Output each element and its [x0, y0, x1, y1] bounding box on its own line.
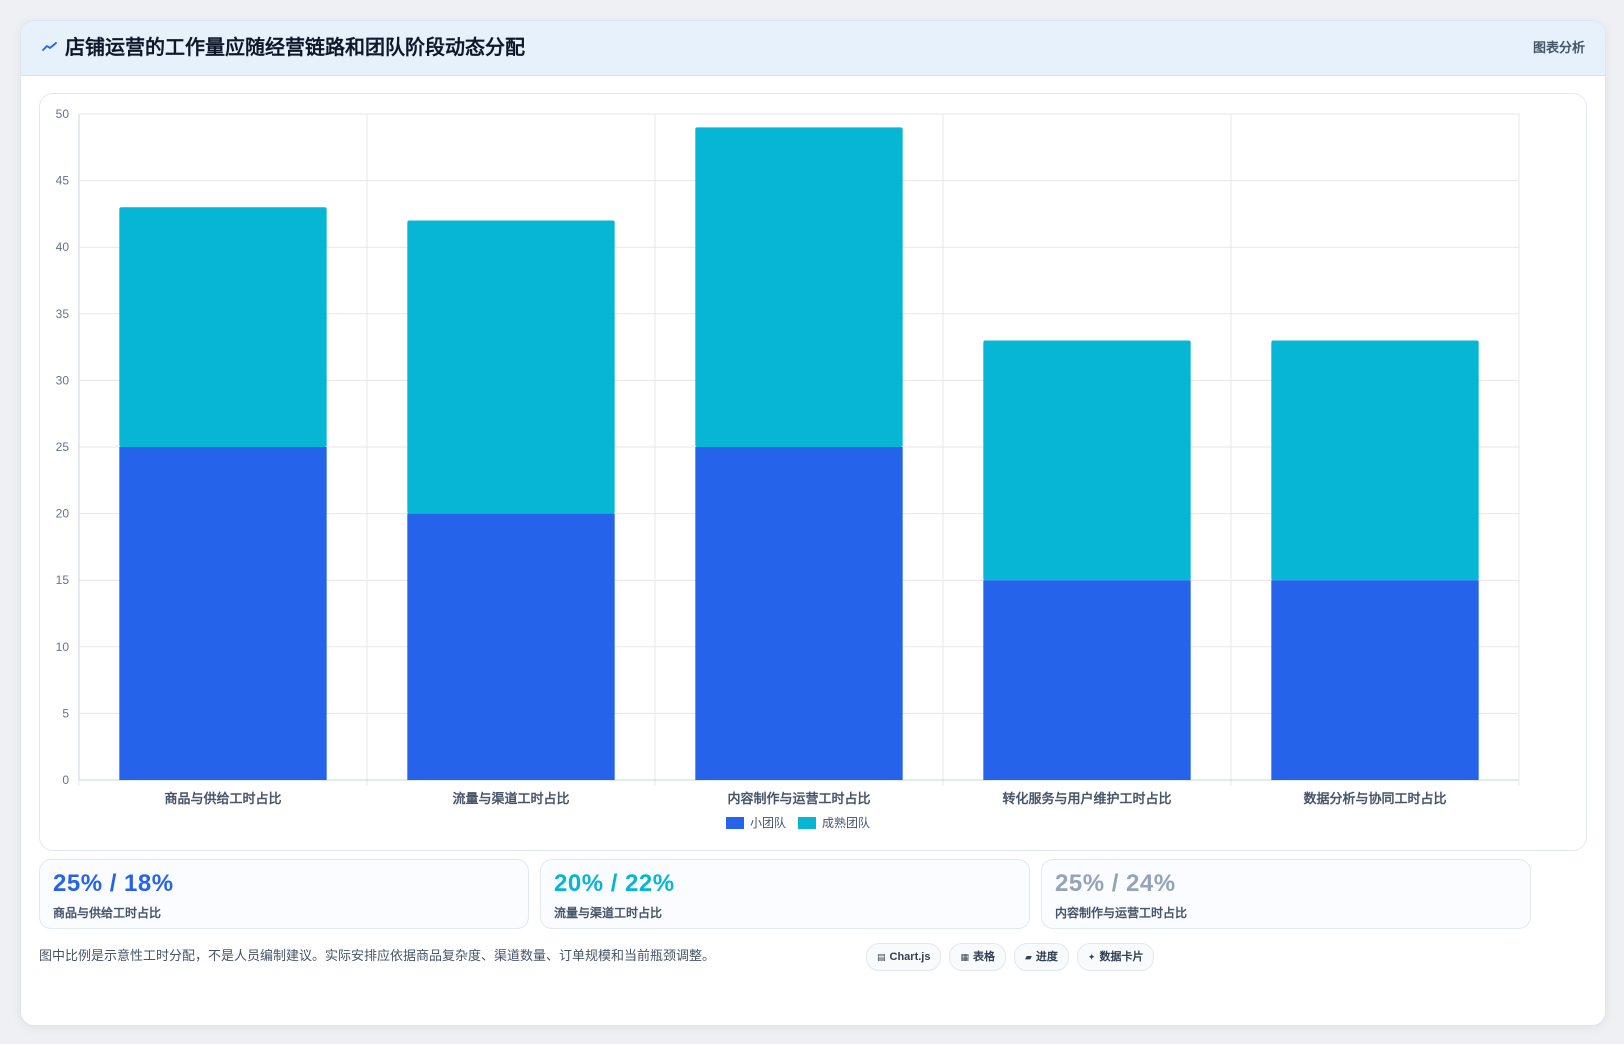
y-tick-label: 25	[56, 440, 70, 454]
bar-small-team	[119, 447, 327, 780]
x-tick-label: 流量与渠道工时占比	[452, 791, 569, 806]
stacked-bar-chart: 0 5 10 15 20 25 30 35 40 45 50 商品与供给工时占比 流量与渠道工时占比 内容…	[56, 107, 1520, 830]
pill-chartjs[interactable]: ▤ Chart.js	[866, 943, 942, 971]
x-tick-label: 数据分析与协同工时占比	[1303, 791, 1446, 806]
stat-value: 20% / 22%	[554, 870, 675, 897]
bar-small-team	[695, 447, 903, 780]
table-icon: ▦	[960, 952, 969, 962]
pill-data-card[interactable]: ✦ 数据卡片	[1076, 943, 1155, 971]
y-tick-label: 50	[56, 107, 70, 121]
view-pills: ▤ Chart.js ▦ 表格 ▰ 进度 ✦ 数据卡片	[866, 943, 1155, 971]
x-tick-label: 内容制作与运营工时占比	[727, 791, 870, 806]
sparkle-icon: ✦	[1087, 952, 1096, 962]
chart-analysis-link[interactable]: 图表分析	[1532, 40, 1585, 55]
chart-icon: ▤	[877, 952, 886, 962]
bar-small-team	[983, 580, 1191, 780]
pill-label: 进度	[1035, 951, 1058, 963]
chart-card: 店铺运营的工作量应随经营链路和团队阶段动态分配 图表分析 0 5 10 15 20 25 3…	[20, 20, 1606, 1026]
x-tick-label: 转化服务与用户维护工时占比	[1002, 791, 1171, 806]
stat-value: 25% / 18%	[53, 870, 174, 897]
y-tick-label: 5	[62, 706, 69, 720]
page-title: 店铺运营的工作量应随经营链路和团队阶段动态分配	[65, 37, 525, 59]
card-header: 店铺运营的工作量应随经营链路和团队阶段动态分配 图表分析	[21, 21, 1605, 76]
y-tick-label: 10	[56, 640, 70, 654]
y-tick-label: 0	[62, 773, 69, 787]
trend-icon	[42, 42, 57, 51]
progress-icon: ▰	[1025, 952, 1032, 962]
y-tick-label: 35	[56, 307, 70, 321]
y-tick-label: 15	[56, 573, 70, 587]
legend-swatch	[726, 817, 744, 829]
pill-progress[interactable]: ▰ 进度	[1014, 943, 1069, 971]
stat-card-1: 25% / 18% 商品与供给工时占比	[39, 859, 529, 929]
footnote: 图中比例是示意性工时分配，不是人员编制建议。实际安排应依据商品复杂度、渠道数量、…	[39, 948, 716, 963]
bar-small-team	[1271, 580, 1479, 780]
legend-swatch	[798, 817, 816, 829]
bar-small-team	[407, 513, 615, 780]
bar-mature-team	[695, 127, 903, 447]
stat-card-2: 20% / 22% 流量与渠道工时占比	[540, 859, 1030, 929]
pill-table[interactable]: ▦ 表格	[949, 943, 1006, 971]
pill-label: Chart.js	[889, 951, 931, 963]
stat-label: 流量与渠道工时占比	[554, 906, 663, 920]
x-tick-label: 商品与供给工时占比	[164, 791, 281, 806]
bar-mature-team	[407, 220, 615, 514]
legend-label: 小团队	[750, 815, 786, 830]
pill-label: 表格	[973, 951, 995, 963]
bar-mature-team	[119, 207, 327, 447]
chart-panel: 0 5 10 15 20 25 30 35 40 45 50 商品与供给工时占比 流量与渠道工时占比 内容…	[39, 93, 1587, 851]
bar-mature-team	[983, 340, 1191, 581]
y-tick-label: 30	[56, 373, 70, 387]
stat-label: 商品与供给工时占比	[53, 906, 162, 920]
bar-mature-team	[1271, 340, 1479, 581]
pill-label: 数据卡片	[1099, 951, 1144, 963]
stat-label: 内容制作与运营工时占比	[1055, 906, 1188, 920]
y-tick-label: 20	[56, 507, 70, 521]
y-tick-label: 45	[56, 174, 70, 188]
stat-card-3: 25% / 24% 内容制作与运营工时占比	[1041, 859, 1531, 929]
legend-label: 成熟团队	[822, 815, 870, 830]
stat-value: 25% / 24%	[1055, 870, 1176, 897]
y-tick-label: 40	[56, 240, 70, 254]
